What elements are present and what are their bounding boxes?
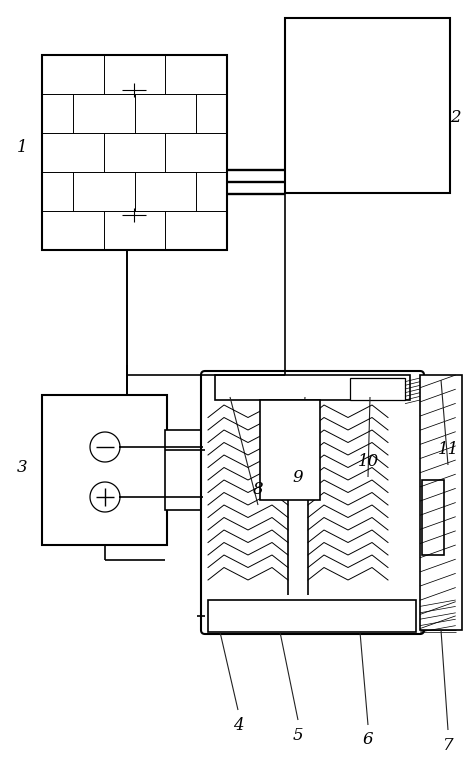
Text: 11: 11 [437, 441, 459, 458]
Bar [420, 375, 462, 630]
Text: 6: 6 [363, 731, 373, 748]
Text: 10: 10 [357, 454, 379, 471]
Bar [260, 400, 320, 500]
Text: 8: 8 [253, 481, 263, 498]
Bar [42, 395, 167, 545]
Text: 5: 5 [293, 727, 304, 744]
Text: 3: 3 [17, 460, 27, 477]
Text: 1: 1 [17, 139, 27, 157]
Bar [350, 378, 405, 400]
Bar [208, 600, 416, 632]
FancyBboxPatch shape [201, 371, 424, 634]
Bar [165, 430, 203, 510]
Text: 7: 7 [443, 737, 453, 754]
Bar [422, 480, 444, 555]
Text: 4: 4 [233, 717, 243, 734]
Text: 2: 2 [450, 109, 460, 126]
Bar [215, 375, 410, 400]
Bar [285, 18, 450, 193]
Text: 9: 9 [293, 470, 304, 487]
Bar [42, 55, 227, 250]
